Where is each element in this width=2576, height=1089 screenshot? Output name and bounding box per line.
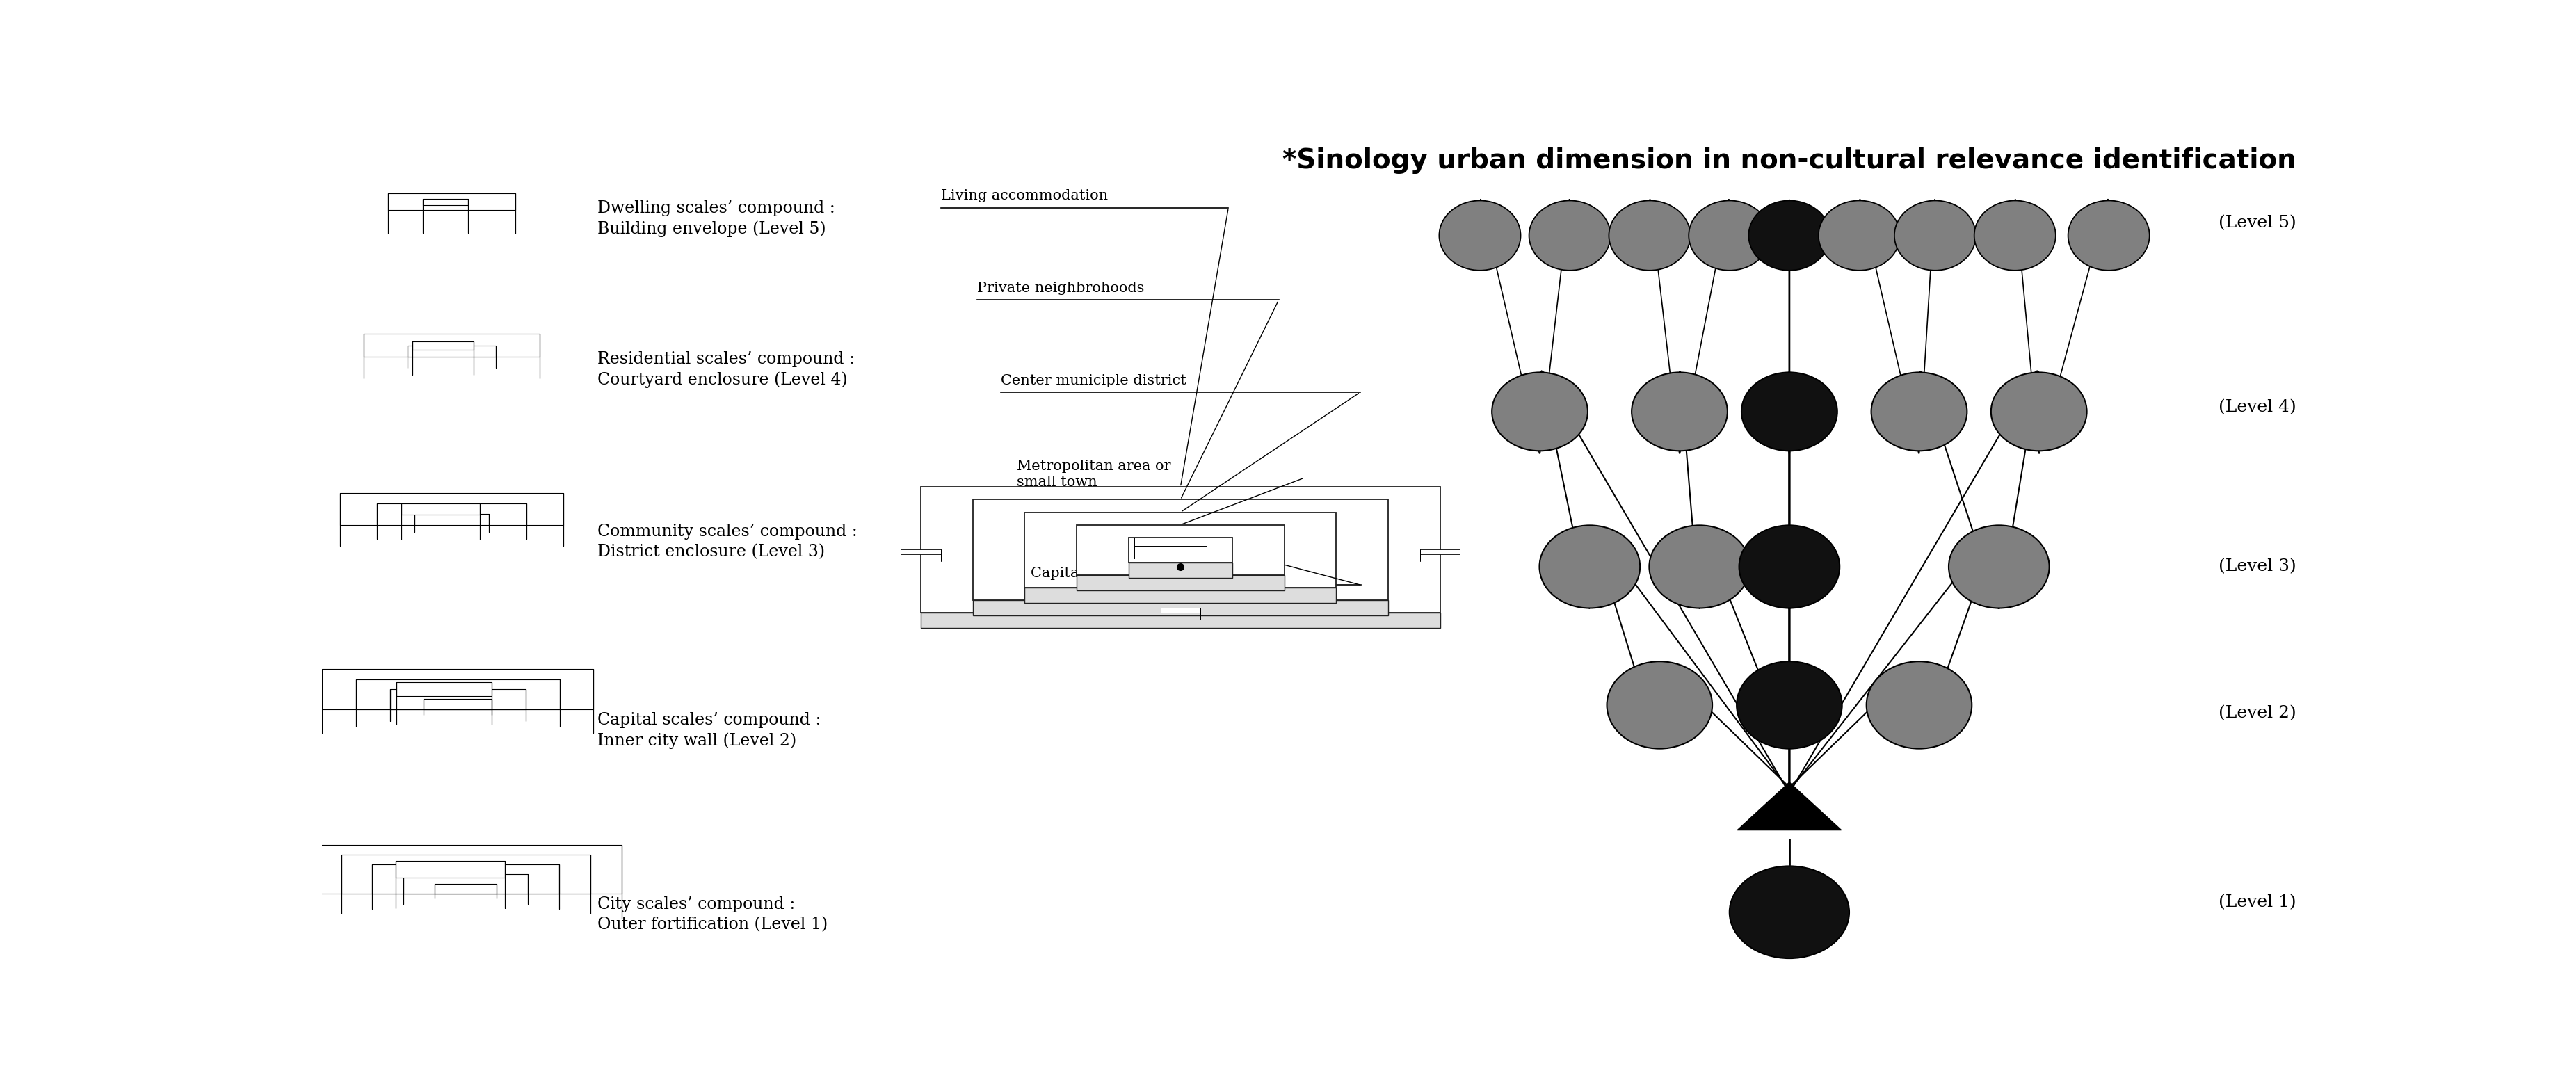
Text: (Level 3): (Level 3)	[2218, 559, 2295, 575]
Polygon shape	[322, 669, 592, 709]
Text: Residential scales’ compound :
Courtyard enclosure (Level 4): Residential scales’ compound : Courtyard…	[598, 352, 855, 388]
Ellipse shape	[1607, 661, 1713, 748]
Polygon shape	[397, 682, 492, 696]
Ellipse shape	[1728, 866, 1850, 958]
Ellipse shape	[1991, 372, 2087, 451]
Ellipse shape	[1649, 525, 1749, 608]
Ellipse shape	[1868, 661, 1971, 748]
Polygon shape	[340, 493, 564, 525]
Polygon shape	[902, 549, 940, 554]
Ellipse shape	[1893, 200, 1976, 270]
Ellipse shape	[1739, 525, 1839, 608]
Polygon shape	[389, 194, 515, 210]
Ellipse shape	[1749, 200, 1829, 270]
Polygon shape	[415, 514, 489, 525]
Polygon shape	[1128, 563, 1231, 577]
Polygon shape	[422, 199, 469, 205]
Polygon shape	[1419, 549, 1461, 554]
Ellipse shape	[1631, 372, 1728, 451]
Polygon shape	[974, 500, 1388, 600]
Polygon shape	[974, 600, 1388, 615]
Text: (Level 1): (Level 1)	[2218, 894, 2295, 910]
Text: (Level 4): (Level 4)	[2218, 400, 2295, 415]
Polygon shape	[1025, 512, 1337, 588]
Polygon shape	[402, 503, 479, 514]
Ellipse shape	[1741, 372, 1837, 451]
Text: Dwelling scales’ compound :
Building envelope (Level 5): Dwelling scales’ compound : Building env…	[598, 200, 835, 237]
Polygon shape	[1077, 575, 1285, 590]
Polygon shape	[1128, 537, 1231, 563]
Text: Private neighbrohoods: Private neighbrohoods	[976, 282, 1144, 295]
Ellipse shape	[1492, 372, 1587, 451]
Text: Metropolitan area or
small town: Metropolitan area or small town	[1018, 460, 1172, 489]
Polygon shape	[1025, 588, 1337, 603]
Text: Community scales’ compound :
District enclosure (Level 3): Community scales’ compound : District en…	[598, 524, 858, 560]
Ellipse shape	[2069, 200, 2148, 270]
Polygon shape	[407, 345, 495, 357]
Polygon shape	[397, 861, 505, 878]
Polygon shape	[1133, 537, 1206, 546]
Ellipse shape	[1947, 525, 2050, 608]
Ellipse shape	[1819, 200, 1901, 270]
Text: City scales’ compound :
Outer fortification (Level 1): City scales’ compound : Outer fortificat…	[598, 896, 827, 933]
Polygon shape	[412, 341, 474, 350]
Polygon shape	[435, 884, 497, 894]
Ellipse shape	[1690, 200, 1770, 270]
Polygon shape	[363, 333, 538, 357]
Ellipse shape	[1973, 200, 2056, 270]
Polygon shape	[922, 487, 1440, 613]
Polygon shape	[404, 874, 528, 894]
Polygon shape	[1736, 782, 1842, 830]
Ellipse shape	[1540, 525, 1641, 608]
Text: Capital scales’ compound :
Inner city wall (Level 2): Capital scales’ compound : Inner city wa…	[598, 712, 822, 748]
Polygon shape	[1077, 525, 1285, 575]
Text: Capital belt peripheral: Capital belt peripheral	[1030, 566, 1198, 580]
Text: *Sinology urban dimension in non-cultural relevance identification: *Sinology urban dimension in non-cultura…	[1283, 147, 2295, 174]
Polygon shape	[355, 680, 559, 709]
Polygon shape	[389, 689, 526, 709]
Ellipse shape	[1530, 200, 1610, 270]
Text: Living accommodation: Living accommodation	[940, 189, 1108, 203]
Polygon shape	[374, 865, 559, 894]
Ellipse shape	[1440, 200, 1520, 270]
Text: (Level 2): (Level 2)	[2218, 706, 2295, 721]
Polygon shape	[309, 845, 621, 894]
Polygon shape	[425, 699, 492, 709]
Polygon shape	[1159, 608, 1200, 613]
Ellipse shape	[1736, 661, 1842, 748]
Polygon shape	[922, 613, 1440, 628]
Polygon shape	[376, 503, 526, 525]
Ellipse shape	[1870, 372, 1968, 451]
Text: (Level 5): (Level 5)	[2218, 215, 2295, 231]
Text: Center municiple district: Center municiple district	[999, 374, 1188, 387]
Polygon shape	[340, 855, 590, 894]
Ellipse shape	[1610, 200, 1690, 270]
